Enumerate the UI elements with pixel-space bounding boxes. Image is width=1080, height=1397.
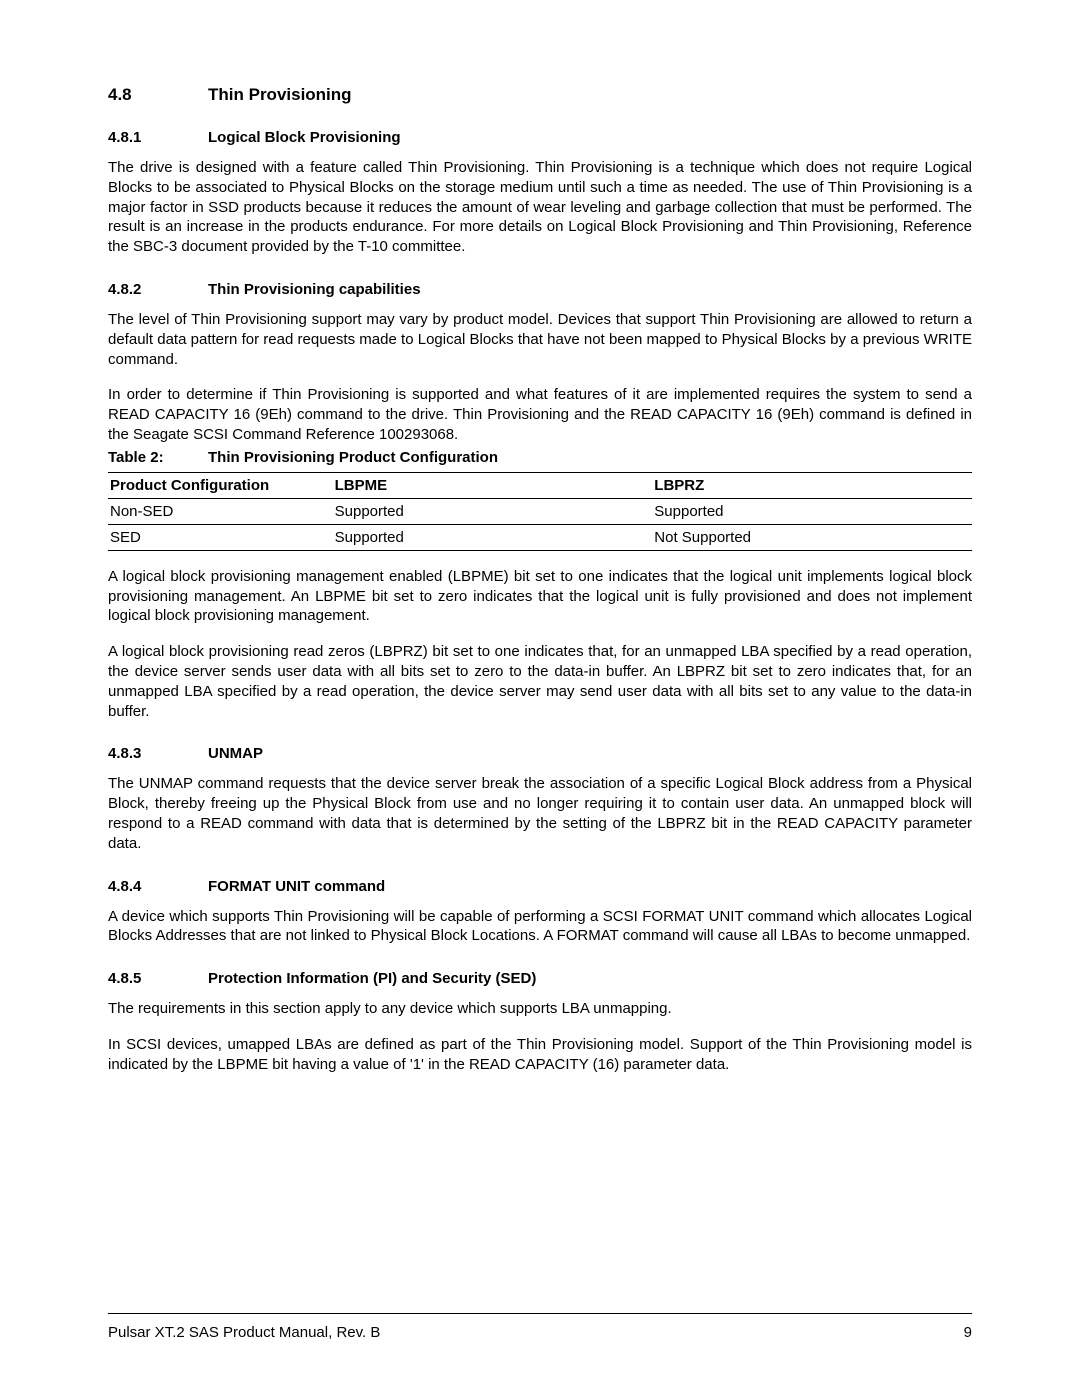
subsection-title: Thin Provisioning capabilities: [208, 281, 421, 298]
subsection-number: 4.8.5: [108, 970, 208, 987]
paragraph: In order to determine if Thin Provisioni…: [108, 385, 972, 444]
table-header: LBPRZ: [652, 472, 972, 498]
table-header: LBPME: [333, 472, 653, 498]
paragraph: A logical block provisioning management …: [108, 567, 972, 626]
subsection-title: Logical Block Provisioning: [208, 129, 401, 146]
paragraph: The level of Thin Provisioning support m…: [108, 310, 972, 369]
footer-left: Pulsar XT.2 SAS Product Manual, Rev. B: [108, 1324, 380, 1341]
paragraph: In SCSI devices, umapped LBAs are define…: [108, 1035, 972, 1075]
subsection-title: UNMAP: [208, 745, 263, 762]
subsection-title: FORMAT UNIT command: [208, 878, 385, 895]
subsection-heading: 4.8.1Logical Block Provisioning: [108, 129, 972, 146]
section-title: Thin Provisioning: [208, 85, 352, 104]
subsection-heading: 4.8.5Protection Information (PI) and Sec…: [108, 970, 972, 987]
table-cell: Supported: [333, 498, 653, 524]
section-number: 4.8: [108, 85, 208, 105]
table-cell: Non-SED: [108, 498, 333, 524]
subsection-heading: 4.8.3UNMAP: [108, 745, 972, 762]
paragraph: The requirements in this section apply t…: [108, 999, 972, 1019]
table-cell: Supported: [652, 498, 972, 524]
table-header-row: Product Configuration LBPME LBPRZ: [108, 472, 972, 498]
table-header: Product Configuration: [108, 472, 333, 498]
page-content: 4.8Thin Provisioning 4.8.1Logical Block …: [0, 0, 1080, 1075]
paragraph: The UNMAP command requests that the devi…: [108, 774, 972, 853]
subsection-number: 4.8.4: [108, 878, 208, 895]
footer-right: 9: [964, 1324, 972, 1341]
subsection-heading: 4.8.4FORMAT UNIT command: [108, 878, 972, 895]
subsection-number: 4.8.1: [108, 129, 208, 146]
table-caption: Table 2:Thin Provisioning Product Config…: [108, 449, 972, 466]
table-cell: Supported: [333, 524, 653, 550]
paragraph: A device which supports Thin Provisionin…: [108, 907, 972, 947]
page-footer: Pulsar XT.2 SAS Product Manual, Rev. B 9: [108, 1313, 972, 1341]
table-row: Non-SED Supported Supported: [108, 498, 972, 524]
subsection-number: 4.8.3: [108, 745, 208, 762]
table-title: Thin Provisioning Product Configuration: [208, 449, 498, 466]
table-cell: SED: [108, 524, 333, 550]
subsection-number: 4.8.2: [108, 281, 208, 298]
table-label: Table 2:: [108, 449, 208, 466]
section-heading: 4.8Thin Provisioning: [108, 85, 972, 105]
table-cell: Not Supported: [652, 524, 972, 550]
subsection-title: Protection Information (PI) and Security…: [208, 970, 536, 987]
table-row: SED Supported Not Supported: [108, 524, 972, 550]
subsection-heading: 4.8.2Thin Provisioning capabilities: [108, 281, 972, 298]
paragraph: The drive is designed with a feature cal…: [108, 158, 972, 257]
paragraph: A logical block provisioning read zeros …: [108, 642, 972, 721]
thin-provisioning-table: Product Configuration LBPME LBPRZ Non-SE…: [108, 472, 972, 551]
